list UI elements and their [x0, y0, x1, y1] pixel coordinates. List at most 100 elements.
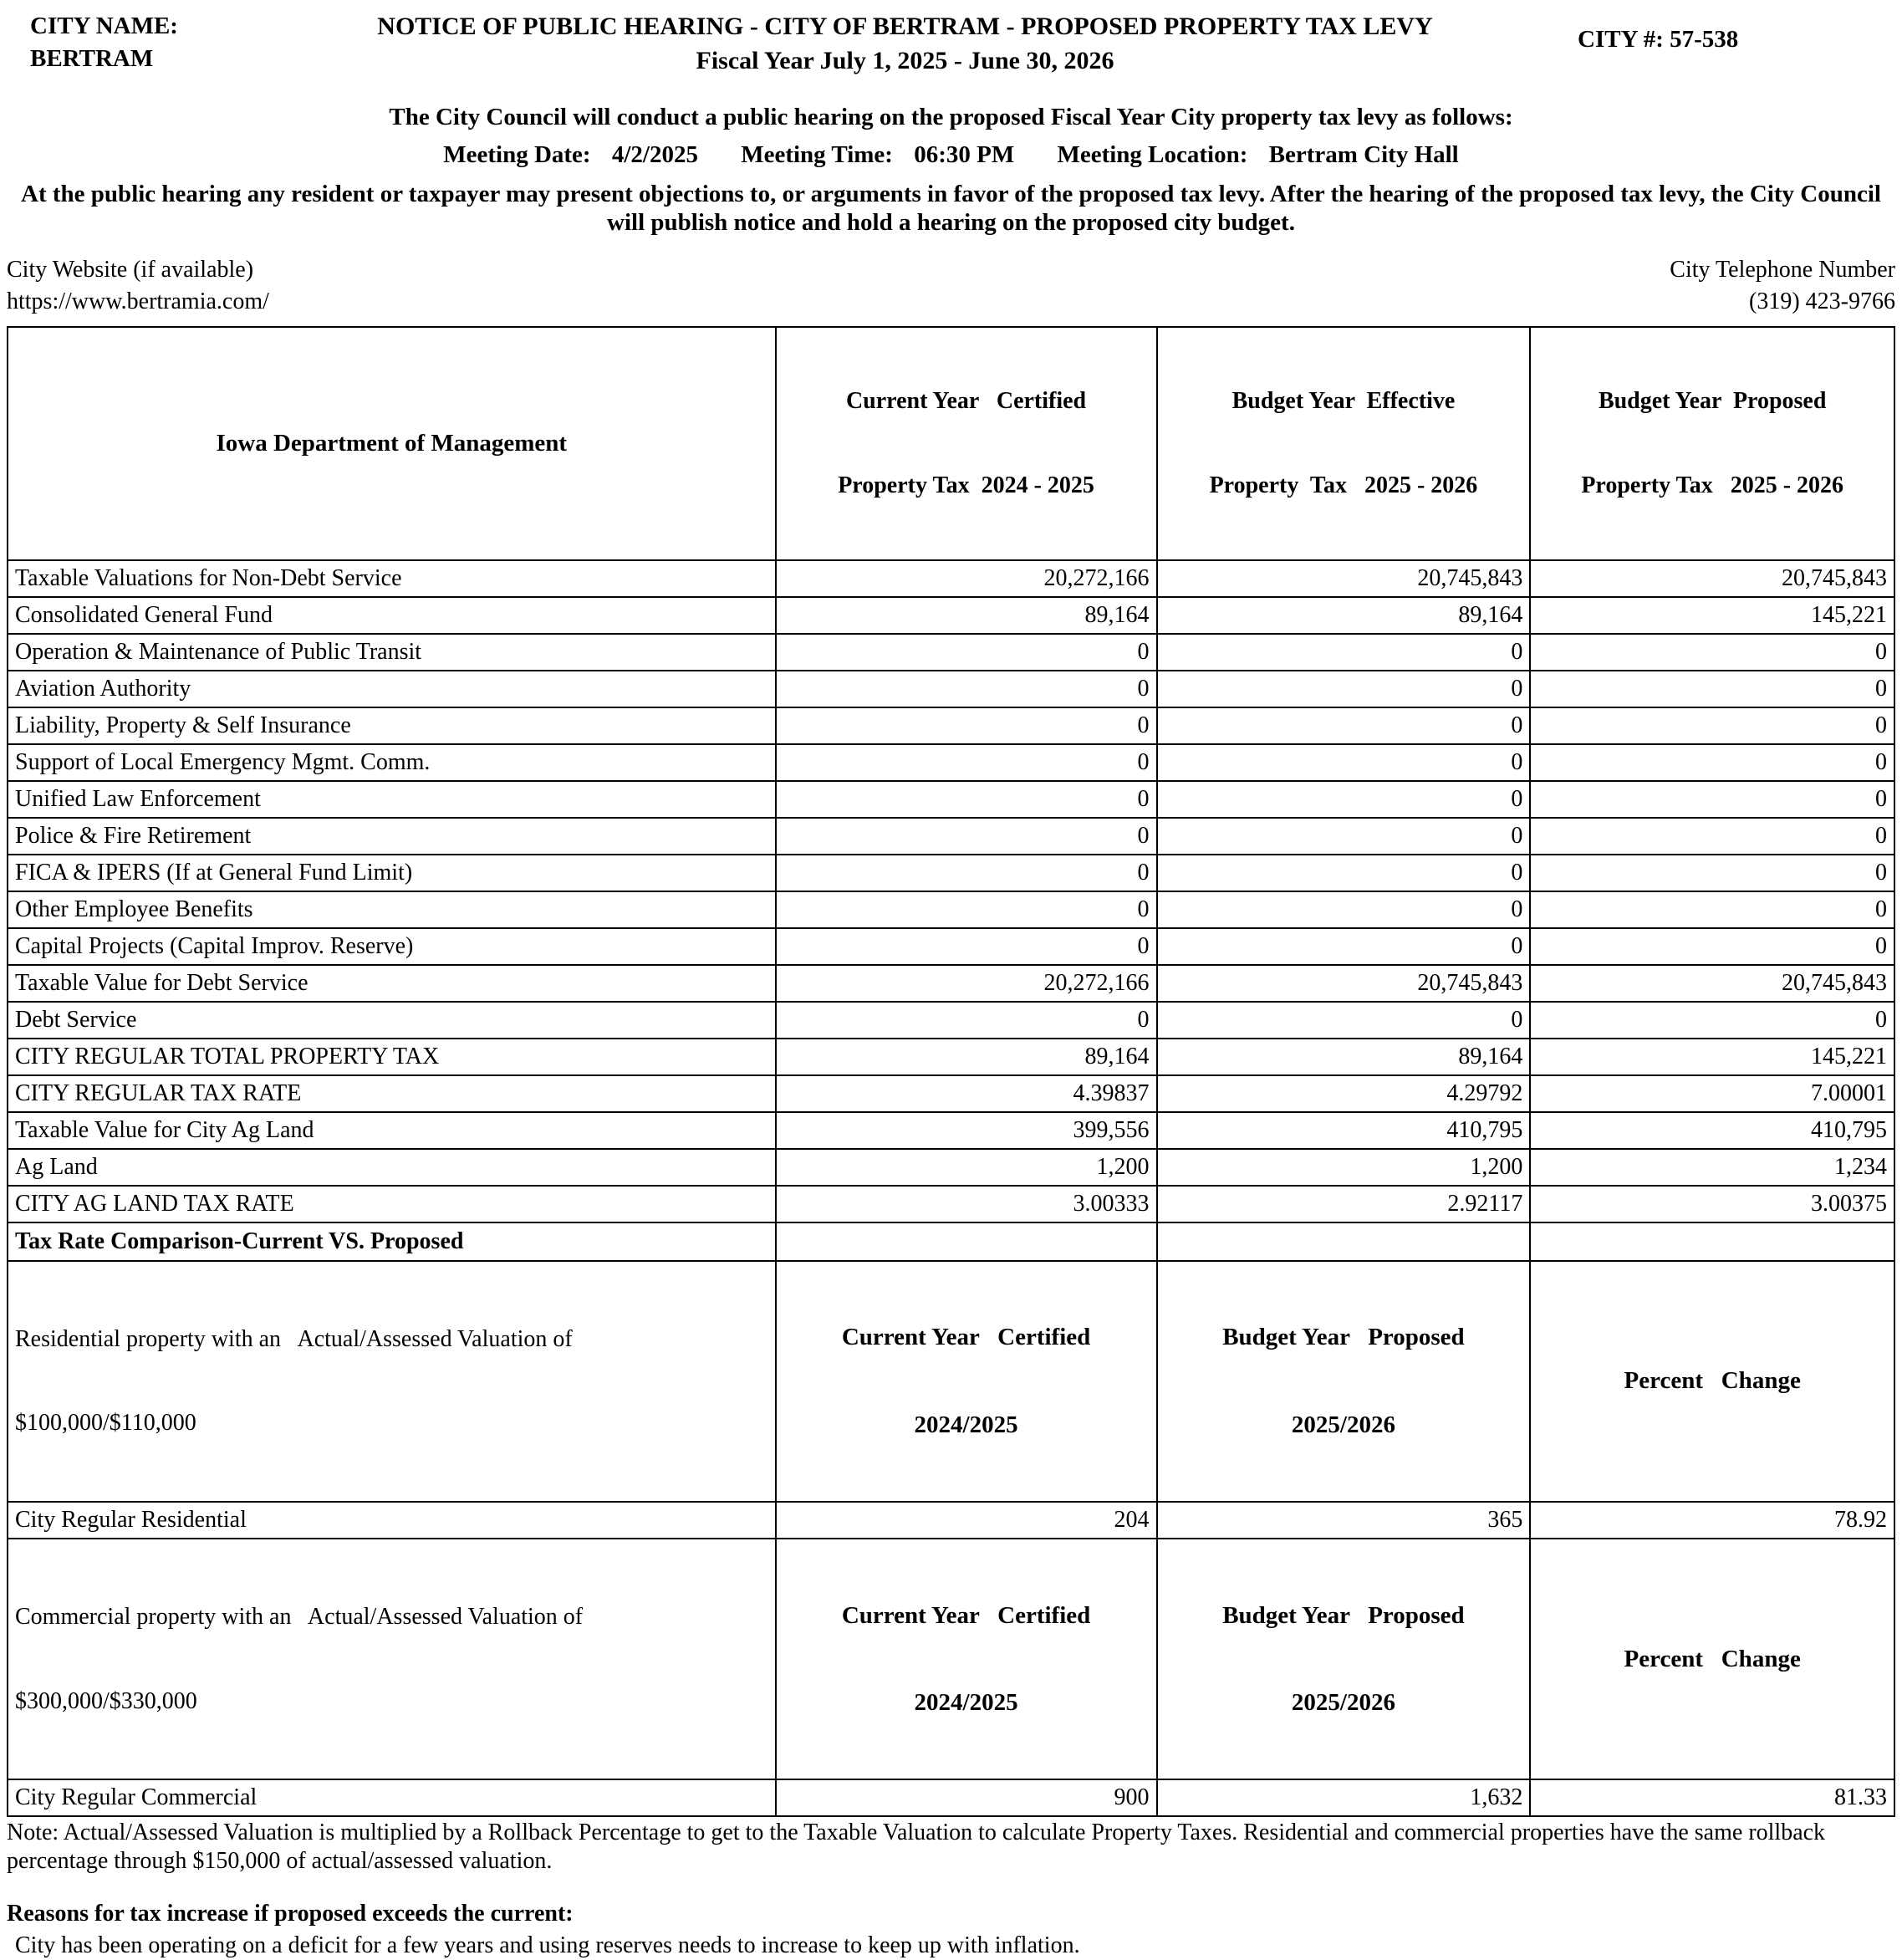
- row-value: 0: [774, 743, 1158, 782]
- row-value: 81.33: [1529, 1779, 1895, 1818]
- header-budget-year-proposed: Budget Year Proposed Property Tax 2025 -…: [1529, 325, 1895, 561]
- row-value: 20,745,843: [1529, 559, 1895, 598]
- header-line: Property Tax 2025 - 2026: [1581, 472, 1844, 498]
- phone-block: City Telephone Number (319) 423-9766: [1670, 254, 1895, 318]
- row-value: 0: [1529, 669, 1895, 708]
- row-value: 89,164: [1155, 595, 1532, 635]
- header-department: Iowa Department of Management: [7, 325, 777, 561]
- comparison-section-title: Tax Rate Comparison-Current VS. Proposed: [7, 1221, 777, 1262]
- row-value: 0: [1155, 706, 1532, 745]
- row-value: 0: [1529, 743, 1895, 782]
- row-value: 3.00333: [774, 1184, 1158, 1223]
- header-line: Property Tax 2024 - 2025: [838, 472, 1094, 498]
- row-value: 1,200: [774, 1147, 1158, 1187]
- contact-row: City Website (if available) https://www.…: [7, 254, 1895, 318]
- row-value: 0: [774, 632, 1158, 671]
- row-value: 365: [1155, 1500, 1532, 1539]
- rollback-note: Note: Actual/Assessed Valuation is multi…: [7, 1820, 1826, 1874]
- row-value: 0: [1155, 632, 1532, 671]
- row-value: 7.00001: [1529, 1074, 1895, 1113]
- row-label: Ag Land: [7, 1147, 777, 1187]
- row-value: 2.92117: [1155, 1184, 1532, 1223]
- row-value: 0: [1155, 853, 1532, 892]
- residential-value-row: City Regular Residential 204 365 78.92: [7, 1500, 1895, 1539]
- header-current-year-certified: Current Year Certified Property Tax 2024…: [774, 325, 1158, 561]
- row-label: CITY AG LAND TAX RATE: [7, 1184, 777, 1223]
- fiscal-year: Fiscal Year July 1, 2025 - June 30, 2026: [696, 46, 1114, 74]
- city-name-label: CITY NAME:: [30, 13, 178, 39]
- header-line: Budget Year Effective: [1231, 387, 1456, 414]
- meeting-time-value: 06:30 PM: [914, 140, 1015, 168]
- header-line: 2025/2026: [1291, 1688, 1395, 1716]
- row-label: Taxable Valuations for Non-Debt Service: [7, 559, 777, 598]
- meeting-date-value: 4/2/2025: [611, 140, 698, 168]
- table-row: Taxable Value for City Ag Land 399,556 4…: [7, 1110, 1895, 1150]
- row-label: Aviation Authority: [7, 669, 777, 708]
- residential-header-percent-change: Percent Change: [1529, 1259, 1895, 1503]
- row-value: 0: [1529, 706, 1895, 745]
- table-row: CITY REGULAR TOTAL PROPERTY TAX 89,164 8…: [7, 1037, 1895, 1076]
- row-label: City Regular Residential: [7, 1500, 777, 1539]
- row-value: 0: [1529, 779, 1895, 819]
- row-value: 0: [774, 779, 1158, 819]
- table-row: Support of Local Emergency Mgmt. Comm. 0…: [7, 743, 1895, 782]
- table-row: CITY AG LAND TAX RATE 3.00333 2.92117 3.…: [7, 1184, 1895, 1223]
- commercial-header-row: Commercial property with an Actual/Asses…: [7, 1537, 1895, 1781]
- table-row: Operation & Maintenance of Public Transi…: [7, 632, 1895, 671]
- residential-header-row: Residential property with an Actual/Asse…: [7, 1259, 1895, 1503]
- row-value: 410,795: [1155, 1110, 1532, 1150]
- row-value: 0: [774, 1000, 1158, 1039]
- row-value: 20,745,843: [1155, 559, 1532, 598]
- header-line: Current Year Certified: [841, 1324, 1091, 1351]
- row-label: Support of Local Emergency Mgmt. Comm.: [7, 743, 777, 782]
- description-line: Commercial property with an Actual/Asses…: [15, 1603, 584, 1630]
- header-line: Current Year Certified: [845, 387, 1087, 414]
- row-label: Consolidated General Fund: [7, 595, 777, 635]
- table-row: Taxable Value for Debt Service 20,272,16…: [7, 963, 1895, 1003]
- table-row: CITY REGULAR TAX RATE 4.39837 4.29792 7.…: [7, 1074, 1895, 1113]
- table-row: Other Employee Benefits 0 0 0: [7, 890, 1895, 929]
- website-url[interactable]: https://www.bertramia.com/: [7, 288, 269, 314]
- table-row: Debt Service 0 0 0: [7, 1000, 1895, 1039]
- row-value: 20,272,166: [774, 559, 1158, 598]
- row-label: FICA & IPERS (If at General Fund Limit): [7, 853, 777, 892]
- meeting-location-label: Meeting Location:: [1057, 140, 1248, 168]
- row-value: 0: [1529, 816, 1895, 855]
- row-label: Capital Projects (Capital Improv. Reserv…: [7, 926, 777, 966]
- meeting-date-label: Meeting Date:: [443, 140, 591, 168]
- table-row: FICA & IPERS (If at General Fund Limit) …: [7, 853, 1895, 892]
- levy-table: Iowa Department of Management Current Ye…: [7, 325, 1895, 1818]
- row-value: 0: [1155, 779, 1532, 819]
- table-row: Consolidated General Fund 89,164 89,164 …: [7, 595, 1895, 635]
- commercial-header-current: Current Year Certified 2024/2025: [774, 1537, 1158, 1781]
- comparison-section-row: Tax Rate Comparison-Current VS. Proposed: [7, 1221, 1895, 1262]
- row-value: 4.39837: [774, 1074, 1158, 1113]
- header-line: Budget Year Proposed: [1222, 1601, 1465, 1629]
- meeting-details: Meeting Date: 4/2/2025 Meeting Time: 06:…: [7, 140, 1895, 170]
- phone-value: (319) 423-9766: [1749, 288, 1895, 314]
- row-value: 0: [774, 890, 1158, 929]
- row-value: 0: [1529, 926, 1895, 966]
- row-value: 0: [1155, 743, 1532, 782]
- row-value: 0: [1155, 926, 1532, 966]
- header-budget-year-effective: Budget Year Effective Property Tax 2025 …: [1155, 325, 1532, 561]
- row-value: 204: [774, 1500, 1158, 1539]
- row-value: 89,164: [774, 1037, 1158, 1076]
- row-value: 89,164: [774, 595, 1158, 635]
- row-value: 0: [1155, 1000, 1532, 1039]
- row-label: Police & Fire Retirement: [7, 816, 777, 855]
- table-row: Aviation Authority 0 0 0: [7, 669, 1895, 708]
- description-line: Residential property with an Actual/Asse…: [15, 1325, 573, 1352]
- row-value: 0: [1155, 890, 1532, 929]
- phone-label: City Telephone Number: [1670, 257, 1895, 283]
- row-value: 0: [1155, 669, 1532, 708]
- website-block: City Website (if available) https://www.…: [7, 254, 269, 318]
- row-value: 0: [1155, 816, 1532, 855]
- row-value: 0: [774, 816, 1158, 855]
- row-label: Unified Law Enforcement: [7, 779, 777, 819]
- row-value: 20,272,166: [774, 963, 1158, 1003]
- row-value: 0: [774, 853, 1158, 892]
- table-row: Liability, Property & Self Insurance 0 0…: [7, 706, 1895, 745]
- residential-description: Residential property with an Actual/Asse…: [7, 1259, 777, 1503]
